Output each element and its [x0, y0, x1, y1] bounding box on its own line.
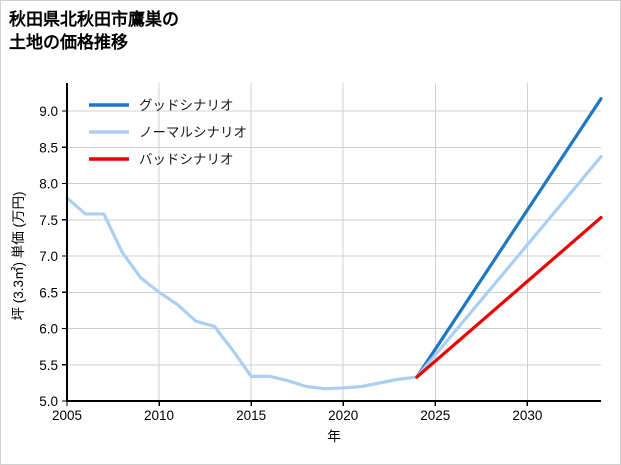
x-tick-label: 2005 — [52, 408, 82, 423]
axes — [65, 83, 601, 403]
x-axis-title: 年 — [327, 429, 341, 444]
x-tick-label: 2015 — [236, 408, 266, 423]
legend-label-バッドシナリオ: バッドシナリオ — [139, 152, 234, 167]
y-tick-label: 6.5 — [39, 285, 58, 300]
series-line-グッドシナリオ — [415, 97, 603, 379]
series-line-ノーマルシナリオ — [415, 155, 603, 379]
x-tick-label: 2030 — [512, 408, 542, 423]
y-tick-label: 5.0 — [39, 394, 58, 409]
y-tick-label: 9.0 — [39, 104, 58, 119]
legend-label-ノーマルシナリオ: ノーマルシナリオ — [139, 125, 247, 140]
y-tick-label: 7.0 — [39, 249, 58, 264]
series-line-実績 — [65, 196, 419, 391]
x-tick-label: 2010 — [144, 408, 174, 423]
y-tick-label: 5.5 — [39, 358, 58, 373]
y-tick-label: 8.5 — [39, 140, 58, 155]
plot-series — [65, 97, 603, 391]
y-tick-label: 6.0 — [39, 322, 58, 337]
y-tick-label: 7.5 — [39, 213, 58, 228]
legend-label-グッドシナリオ: グッドシナリオ — [139, 98, 234, 113]
x-tick-label: 2020 — [328, 408, 358, 423]
axis-tick-labels: 5.0 5.5 6.0 6.5 7.0 7.5 8.0 8.5 9.0 2005 2010 2015 2… — [39, 104, 542, 423]
y-axis-title: 坪 (3.3㎡) 単価 (万円) — [11, 191, 26, 320]
page-title: 秋田県北秋田市鷹巣の 土地の価格推移 — [9, 10, 179, 52]
series-line-バッドシナリオ — [415, 215, 603, 379]
axis-titles: 年 坪 (3.3㎡) 単価 (万円) — [11, 191, 341, 444]
y-tick-label: 8.0 — [39, 177, 58, 192]
x-tick-label: 2025 — [420, 408, 450, 423]
